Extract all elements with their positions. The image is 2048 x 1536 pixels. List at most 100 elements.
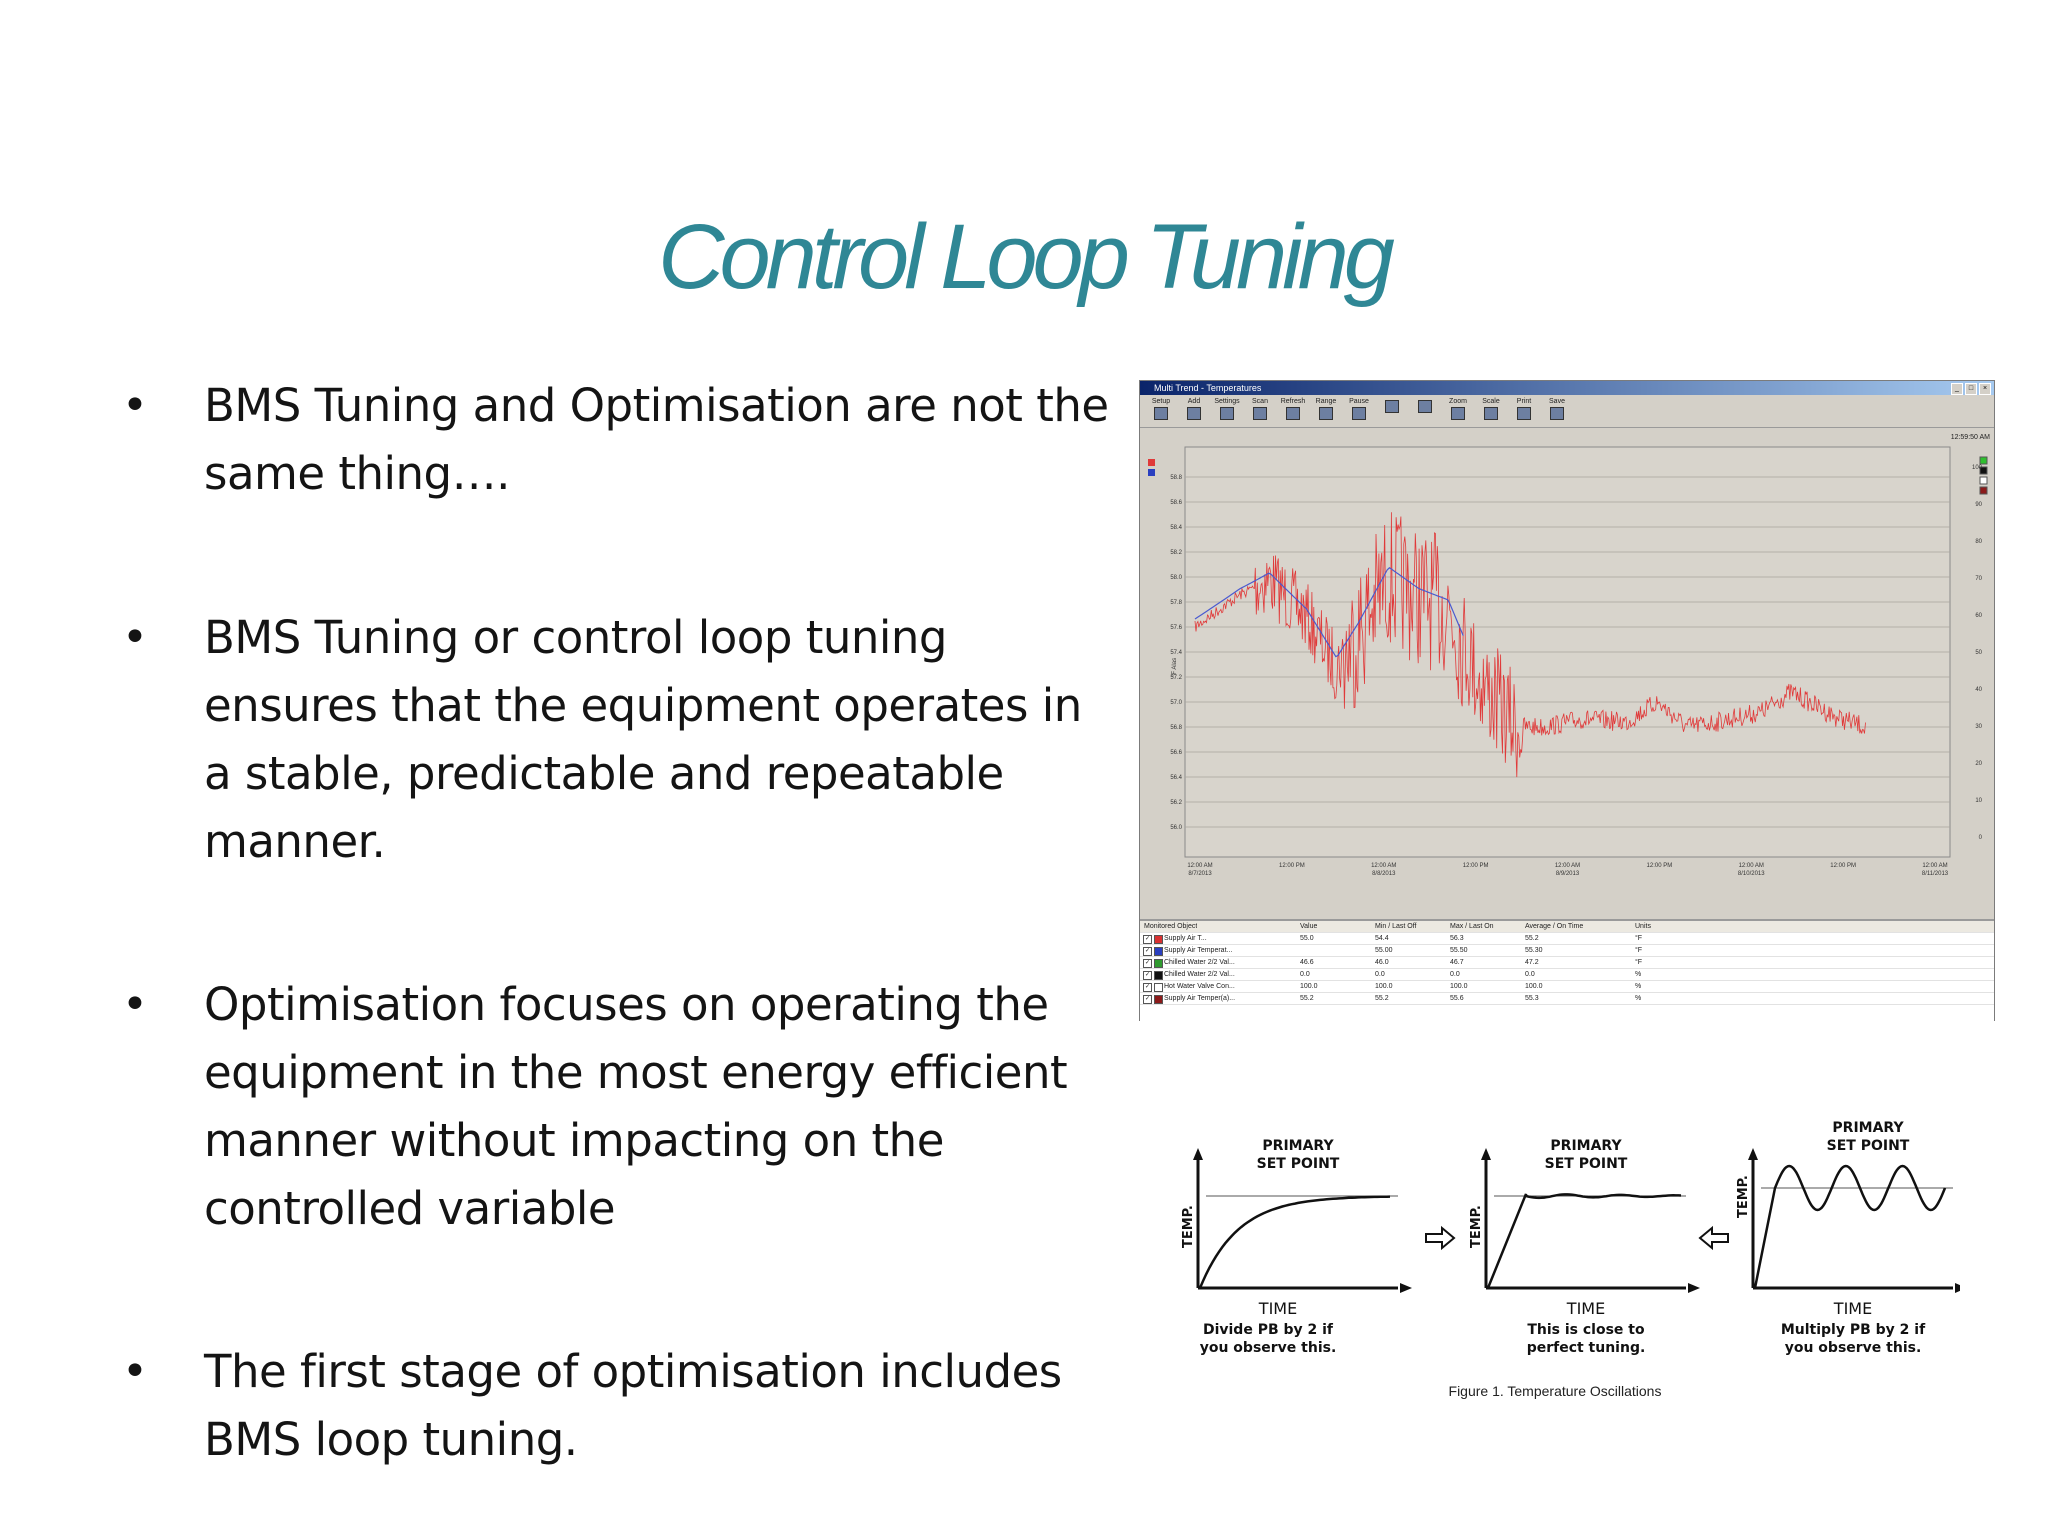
x-axis-arrow	[1955, 1283, 1967, 1293]
table-row[interactable]: ✓ Hot Water Valve Con... 100.0 100.0 100.0 10…	[1140, 981, 1994, 993]
toolbar-button-label: Range	[1315, 398, 1337, 405]
y-tick-label: 57.4	[1170, 650, 1182, 656]
toolbar-button[interactable]: Range	[1313, 398, 1339, 420]
toolbar-button[interactable]: Pause	[1346, 398, 1372, 420]
y-right-tick-label: 40	[1975, 687, 1982, 693]
right-arrow-icon	[1425, 1225, 1456, 1251]
row-checkbox[interactable]: ✓	[1143, 971, 1152, 980]
toolbar-button[interactable]: Scale	[1478, 398, 1504, 420]
trend-window-titlebar: Multi Trend - Temperatures _ □ ×	[1140, 381, 1994, 395]
toolbar-icon	[1253, 407, 1267, 420]
legend-swatch	[1979, 456, 1988, 465]
panel-note: Divide PB by 2 if	[1203, 1322, 1334, 1338]
toolbar-icon	[1484, 407, 1498, 420]
table-cell: °F	[1635, 947, 1643, 954]
trend-screenshot: Multi Trend - Temperatures _ □ × Setup Ad…	[1139, 380, 1995, 1024]
toolbar-button-label: Scale	[1482, 398, 1500, 405]
toolbar-button-label: Save	[1549, 398, 1565, 405]
table-cell: %	[1635, 995, 1642, 1002]
oscillation-panel: PRIMARY SET POINT TEMP. TIME This is close t…	[1469, 1138, 1700, 1356]
toolbar-button[interactable]	[1412, 398, 1438, 413]
toolbar-button-label: Scan	[1252, 398, 1268, 405]
time-axis-label: TIME	[1833, 1299, 1872, 1318]
table-cell: 55.0	[1300, 935, 1314, 942]
toolbar-button-label: Setup	[1151, 398, 1171, 405]
temp-axis-label: TEMP.	[1181, 1205, 1196, 1248]
y-tick-label: 56.8	[1170, 725, 1182, 731]
y-axis-arrow	[1481, 1148, 1491, 1160]
close-icon: ×	[1979, 383, 1991, 395]
table-header-cell: Monitored Object	[1144, 923, 1198, 930]
toolbar-button[interactable]: Print	[1511, 398, 1537, 420]
y-tick-label: 58.6	[1170, 500, 1182, 506]
toolbar-button-label: Pause	[1349, 398, 1369, 405]
table-cell: °F	[1635, 935, 1643, 942]
table-header-cell: Max / Last On	[1450, 923, 1494, 930]
table-cell: 100.0	[1525, 983, 1543, 990]
toolbar-icon	[1352, 407, 1366, 420]
y-right-tick-label: 100	[1972, 465, 1983, 471]
table-cell: 55.2	[1375, 995, 1389, 1002]
table-cell: 55.00	[1375, 947, 1393, 954]
toolbar-button[interactable]: Zoom	[1445, 398, 1471, 420]
panel-note: This is close to	[1527, 1322, 1645, 1338]
toolbar-button[interactable]: Save	[1544, 398, 1570, 420]
table-cell: 100.0	[1300, 983, 1318, 990]
response-curve	[1753, 1164, 1947, 1289]
legend-swatch	[1148, 469, 1155, 476]
panel-note: Multiply PB by 2 if	[1781, 1322, 1926, 1338]
table-cell: 47.2	[1525, 959, 1539, 966]
toolbar-button[interactable]: Setup	[1148, 398, 1174, 420]
x-tick-label: 12:00 PM	[1647, 863, 1673, 869]
table-row[interactable]: ✓ Chilled Water 2/2 Val... 0.0 0.0 0.0 0.0%	[1140, 969, 1994, 981]
table-cell: Chilled Water 2/2 Val...	[1164, 971, 1235, 978]
table-row[interactable]: ✓ Supply Air Temper(a)... 55.2 55.2 55.6 55.3…	[1140, 993, 1994, 1005]
bullet-text: BMS Tuning or control loop tuning ensure…	[204, 611, 1082, 868]
table-cell: 0.0	[1525, 971, 1535, 978]
table-cell: Supply Air Temperat...	[1164, 947, 1233, 954]
toolbar-button[interactable]: Scan	[1247, 398, 1273, 420]
series-supply-air-temp	[1194, 512, 1866, 778]
minimize-icon: _	[1951, 383, 1963, 395]
row-checkbox[interactable]: ✓	[1143, 983, 1152, 992]
y-right-tick-label: 10	[1975, 798, 1982, 804]
toolbar-button[interactable]: Settings	[1214, 398, 1240, 420]
toolbar-icon	[1319, 407, 1333, 420]
table-cell: 100.0	[1375, 983, 1393, 990]
y-right-tick-label: 80	[1975, 539, 1982, 545]
x-tick-label: 12:00 PM	[1830, 863, 1856, 869]
x-tick-date: 8/8/2013	[1372, 871, 1396, 877]
table-header-cell: Value	[1300, 923, 1318, 930]
bullet-item: BMS Tuning or control loop tuning ensure…	[122, 604, 1112, 876]
toolbar-icon	[1187, 407, 1201, 420]
toolbar-button[interactable]: Add	[1181, 398, 1207, 420]
table-cell: 55.3	[1525, 995, 1539, 1002]
response-curve	[1486, 1193, 1682, 1289]
panel-note: perfect tuning.	[1527, 1340, 1646, 1356]
row-checkbox[interactable]: ✓	[1143, 995, 1152, 1004]
toolbar-button[interactable]: Refresh	[1280, 398, 1306, 420]
setpoint-label: SET POINT	[1257, 1156, 1340, 1172]
table-cell: Supply Air Temper(a)...	[1164, 995, 1236, 1002]
y-axis-arrow	[1193, 1148, 1203, 1160]
y-tick-label: 56.4	[1170, 775, 1182, 781]
series-color-swatch	[1154, 995, 1163, 1004]
row-checkbox[interactable]: ✓	[1143, 935, 1152, 944]
row-checkbox[interactable]: ✓	[1143, 947, 1152, 956]
table-row[interactable]: ✓ Supply Air Temperat... 55.00 55.50 55.30 °F	[1140, 945, 1994, 957]
x-tick-label: 12:00 PM	[1279, 863, 1305, 869]
x-tick-label: 12:00 AM	[1555, 863, 1580, 869]
bullet-text: Optimisation focuses on operating the eq…	[204, 978, 1068, 1235]
toolbar-button[interactable]	[1379, 398, 1405, 413]
maximize-icon: □	[1965, 383, 1977, 395]
y-tick-label: 57.2	[1170, 675, 1182, 681]
table-cell: °F	[1635, 959, 1643, 966]
table-cell: %	[1635, 971, 1642, 978]
setpoint-label: PRIMARY	[1262, 1138, 1334, 1154]
row-checkbox[interactable]: ✓	[1143, 959, 1152, 968]
legend-swatch	[1979, 476, 1988, 485]
bullet-item: Optimisation focuses on operating the eq…	[122, 971, 1112, 1243]
table-row[interactable]: ✓ Chilled Water 2/2 Val... 46.6 46.0 46.7 47.…	[1140, 957, 1994, 969]
table-cell: 55.6	[1450, 995, 1464, 1002]
table-row[interactable]: ✓ Supply Air T... 55.0 54.4 56.3 55.2 °F	[1140, 933, 1994, 945]
